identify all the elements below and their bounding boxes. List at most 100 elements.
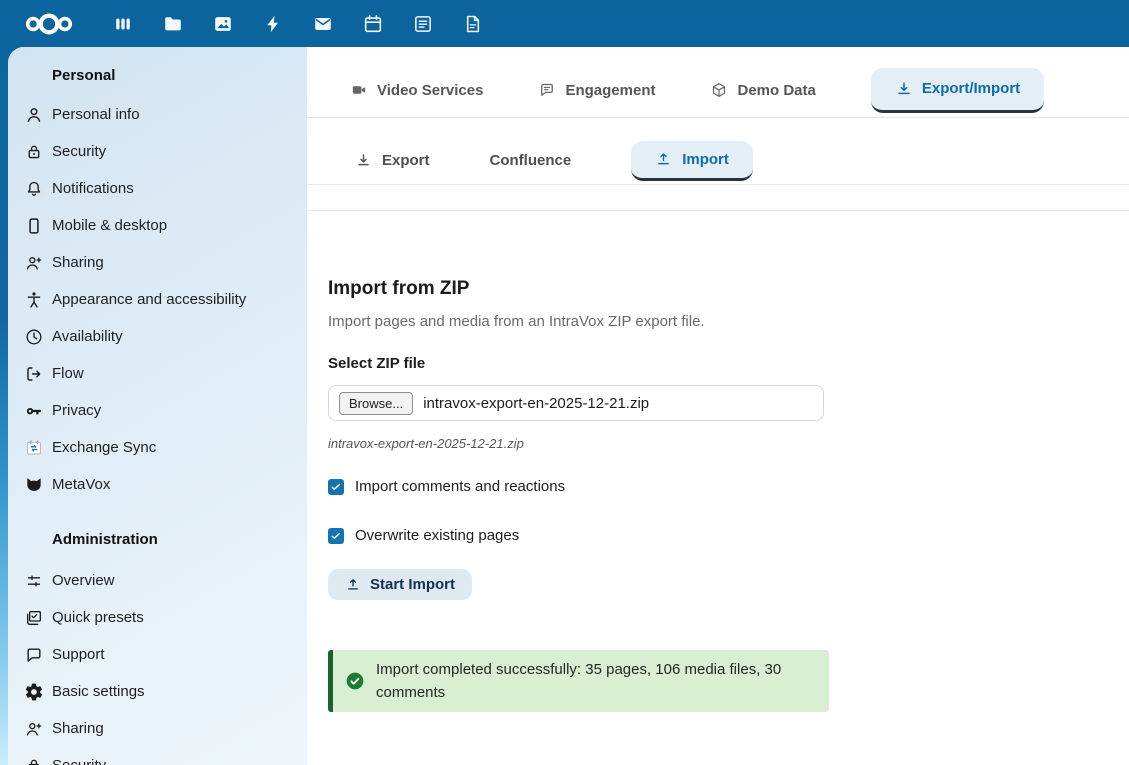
sidebar-item-metavox[interactable]: MetaVox: [8, 466, 307, 503]
app-activity-button[interactable]: [248, 0, 298, 47]
sidebar-item-basic-settings[interactable]: Basic settings: [8, 673, 307, 710]
check-icon: [330, 530, 342, 542]
sidebar-item-privacy[interactable]: Privacy: [8, 392, 307, 429]
sliders-icon: [24, 571, 44, 591]
file-name-hint: intravox-export-en-2025-12-21.zip: [328, 436, 524, 451]
app-document-button[interactable]: [448, 0, 498, 47]
checkbox-box[interactable]: [328, 527, 344, 544]
sidebar-item-exchange-sync[interactable]: Exchange Sync: [8, 429, 307, 466]
sidebar-item-overview[interactable]: Overview: [8, 562, 307, 599]
tab-label: Video Services: [377, 81, 484, 99]
app-photos-button[interactable]: [198, 0, 248, 47]
sidebar-item-label: Security: [52, 143, 107, 160]
sidebar-item-admin-security[interactable]: Security: [8, 747, 307, 765]
sub-tab-bar: Export Confluence Import: [307, 118, 1129, 185]
subtab-confluence[interactable]: Confluence: [490, 152, 572, 169]
sidebar-item-label: Sharing: [52, 720, 104, 737]
quick-presets-icon: [24, 608, 44, 628]
comment-icon: [538, 81, 556, 99]
tab-label: Export/Import: [921, 80, 1021, 97]
sidebar-item-security[interactable]: Security: [8, 133, 307, 170]
top-app-bar: [0, 0, 1129, 47]
calendar-icon: [362, 13, 384, 35]
tab-engagement[interactable]: Engagement: [538, 81, 655, 99]
page-title: Import from ZIP: [328, 278, 470, 299]
sidebar-item-label: Sharing: [52, 254, 104, 271]
sidebar-item-support[interactable]: Support: [8, 636, 307, 673]
notes-icon: [412, 13, 434, 35]
upload-icon: [655, 151, 672, 168]
checkbox-label: Overwrite existing pages: [355, 527, 520, 544]
activity-icon: [262, 13, 284, 35]
phone-icon: [24, 216, 44, 236]
document-icon: [462, 13, 484, 35]
sidebar-item-flow[interactable]: Flow: [8, 355, 307, 392]
user-icon: [24, 105, 44, 125]
accessibility-icon: [24, 290, 44, 310]
section-description: Import pages and media from an IntraVox …: [328, 313, 705, 330]
sidebar-item-label: Flow: [52, 365, 84, 382]
sidebar-item-label: Privacy: [52, 402, 102, 419]
app-calendar-button[interactable]: [348, 0, 398, 47]
user-plus-icon: [24, 719, 44, 739]
app-notes-button[interactable]: [398, 0, 448, 47]
metavox-cat-icon: [24, 475, 44, 495]
flow-icon: [24, 364, 44, 384]
tab-label: Engagement: [565, 81, 656, 99]
tab-video-services[interactable]: Video Services: [350, 81, 483, 99]
nextcloud-logo[interactable]: [23, 10, 75, 38]
sidebar-item-sharing[interactable]: Sharing: [8, 244, 307, 281]
checkbox-import-comments[interactable]: Import comments and reactions: [328, 478, 1129, 495]
sidebar-item-label: MetaVox: [52, 476, 111, 493]
success-alert: Import completed successfully: 35 pages,…: [328, 650, 829, 712]
start-import-label: Start Import: [370, 576, 456, 593]
download-icon: [895, 80, 913, 98]
subtab-export[interactable]: Export: [355, 152, 430, 169]
sidebar-item-label: Exchange Sync: [52, 439, 157, 456]
lock-icon: [24, 756, 44, 765]
subtab-import[interactable]: Import: [631, 140, 753, 181]
files-icon: [162, 13, 184, 35]
circle-check-icon: [345, 671, 365, 691]
sidebar-item-availability[interactable]: Availability: [8, 318, 307, 355]
app-mail-button[interactable]: [298, 0, 348, 47]
sidebar-item-label: Appearance and accessibility: [52, 291, 247, 308]
checkbox-overwrite-pages[interactable]: Overwrite existing pages: [328, 527, 1129, 544]
main-content: Video Services Engagement Demo Data Expo…: [307, 47, 1129, 765]
sidebar-item-mobile-desktop[interactable]: Mobile & desktop: [8, 207, 307, 244]
browse-button[interactable]: Browse...: [339, 391, 414, 415]
user-plus-icon: [24, 253, 44, 273]
key-icon: [24, 401, 44, 421]
main-tab-bar: Video Services Engagement Demo Data Expo…: [307, 47, 1129, 118]
sidebar-item-appearance-accessibility[interactable]: Appearance and accessibility: [8, 281, 307, 318]
app-dashboard-button[interactable]: [98, 0, 148, 47]
sidebar-item-label: Security: [52, 757, 106, 765]
checkbox-box[interactable]: [328, 478, 344, 495]
checkbox-label: Import comments and reactions: [355, 478, 566, 495]
sidebar-divider-gap: [8, 503, 307, 523]
sidebar-section-personal: Personal: [52, 67, 116, 84]
sidebar-item-label: Quick presets: [52, 609, 144, 626]
zip-file-input[interactable]: Browse... intravox-export-en-2025-12-21.…: [328, 385, 824, 421]
tab-export-import[interactable]: Export/Import: [870, 67, 1045, 113]
start-import-button[interactable]: Start Import: [328, 569, 473, 600]
app-files-button[interactable]: [148, 0, 198, 47]
sidebar-item-notifications[interactable]: Notifications: [8, 170, 307, 207]
download-icon: [355, 152, 372, 169]
sidebar-item-label: Support: [52, 646, 105, 663]
sidebar-item-admin-sharing[interactable]: Sharing: [8, 710, 307, 747]
subtab-label: Confluence: [489, 152, 572, 169]
sidebar-item-label: Availability: [52, 328, 123, 345]
section-divider: [307, 185, 1129, 211]
tab-demo-data[interactable]: Demo Data: [710, 81, 816, 99]
gear-icon: [24, 682, 44, 702]
sidebar-item-personal-info[interactable]: Personal info: [8, 96, 307, 133]
bell-icon: [24, 179, 44, 199]
cube-icon: [710, 81, 728, 99]
sidebar-item-label: Basic settings: [52, 683, 145, 700]
sidebar-item-label: Personal info: [52, 106, 140, 123]
sidebar-item-label: Mobile & desktop: [52, 217, 168, 234]
app-launcher: [98, 0, 498, 47]
sidebar-item-quick-presets[interactable]: Quick presets: [8, 599, 307, 636]
settings-sidebar: Personal Personal info Security Notifica…: [8, 47, 307, 765]
